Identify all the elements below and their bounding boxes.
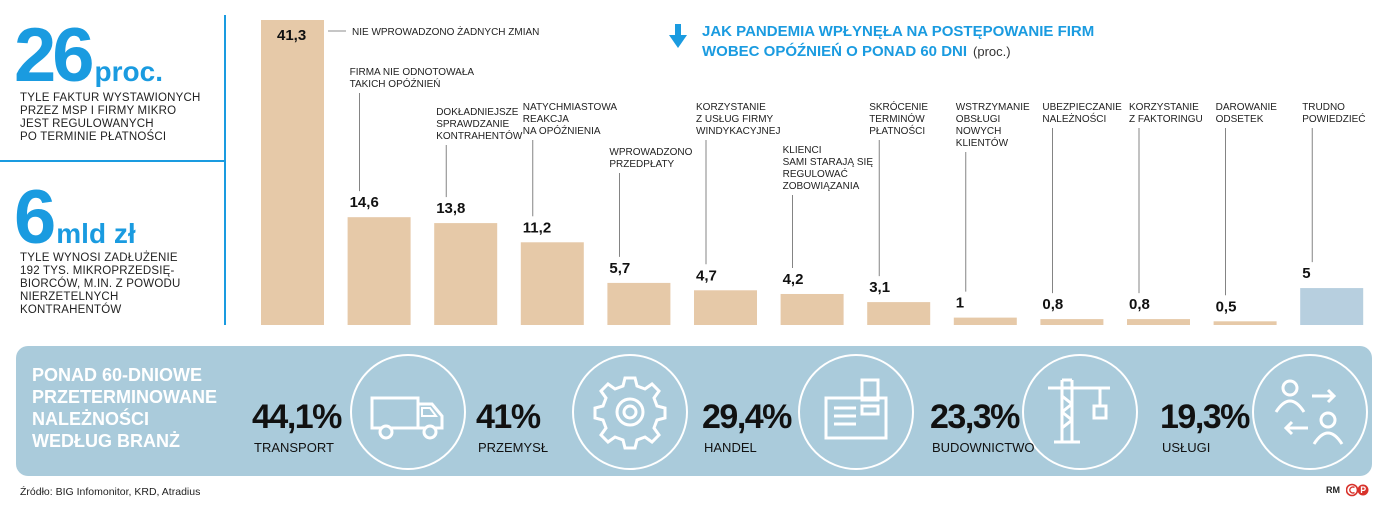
bar-category-label-0: NIE WPROWADZONO ŻADNYCH ZMIAN	[352, 25, 539, 38]
stat-invoices: 26 proc.	[14, 18, 163, 94]
chart-title-line: JAK PANDEMIA WPŁYNĘŁA NA POSTĘPOWANIE FI…	[702, 23, 1095, 40]
sector-percent: 44,1%	[252, 398, 342, 436]
bar-category-label-2: DOKŁADNIEJSZE SPRAWDZANIE KONTRAHENTÓW	[436, 107, 523, 142]
bar-12	[1300, 288, 1364, 325]
sector-circle	[1022, 354, 1138, 470]
sector-percent: 29,4%	[702, 398, 792, 436]
sector-construction: 23,3% BUDOWNICTWO	[930, 346, 1140, 476]
sector-circle	[1252, 354, 1368, 470]
stat-invoices-description: TYLE FAKTUR WYSTAWIONYCH PRZEZ MSP I FIR…	[20, 92, 201, 144]
sectors-panel: PONAD 60-DNIOWE PRZETERMINOWANE NALEŻNOŚ…	[16, 346, 1372, 476]
bar-value-label-6: 4,2	[783, 271, 804, 288]
sector-trade: 29,4% HANDEL	[702, 346, 914, 476]
bar-value-label-9: 0,8	[1042, 296, 1063, 313]
bar-value-label-5: 4,7	[696, 267, 717, 284]
bar-1	[347, 217, 411, 325]
bar-7	[867, 302, 931, 325]
sector-circle	[350, 354, 466, 470]
van-icon	[370, 396, 444, 440]
bar-category-label-4: WPROWADZONO PRZEDPŁATY	[609, 147, 692, 170]
desc-line: TYLE FAKTUR WYSTAWIONYCH	[20, 92, 201, 104]
bar-value-label-8: 1	[956, 295, 964, 312]
stat-debt-unit: mld zł	[56, 218, 136, 249]
bar-category-label-1: FIRMA NIE ODNOTOWAŁA TAKICH OPÓŹNIEŃ	[350, 67, 475, 90]
bar-3	[520, 242, 584, 325]
bar-value-label-0: 41,3	[277, 27, 306, 44]
sector-label: TRANSPORT	[254, 440, 334, 455]
bar-value-label-12: 5	[1302, 265, 1310, 282]
bar-5	[694, 290, 757, 325]
sector-transport: 44,1% TRANSPORT	[252, 346, 472, 476]
bar-6	[780, 293, 844, 325]
bar-category-label-5: KORZYSTANIE Z USŁUG FIRMY WINDYKACYJNEJ	[696, 102, 780, 137]
desc-line: NIERZETELNYCH	[20, 291, 119, 303]
sector-circle	[798, 354, 914, 470]
chart-unit: (proc.)	[973, 44, 1011, 59]
publisher-logo-icon	[1346, 483, 1369, 497]
bar-value-label-7: 3,1	[869, 279, 890, 296]
sector-circle	[572, 354, 688, 470]
desc-line: 192 TYS. MIKROPRZEDSIĘ-	[20, 265, 175, 277]
sector-services: 19,3% USŁUGI	[1160, 346, 1370, 476]
footer-credit: RM	[1326, 485, 1340, 495]
chart-title-line: WOBEC OPÓŹNIEŃ O PONAD 60 DNI	[702, 43, 968, 60]
bar-chart: 41,3 NIE WPROWADZONO ŻADNYCH ZMIAN 14,6 FIR…	[261, 20, 1366, 325]
bar-value-label-4: 5,7	[609, 260, 630, 277]
sector-percent: 41%	[476, 398, 541, 436]
left-stats-panel: 26 proc. TYLE FAKTUR WYSTAWIONYCH PRZEZ M…	[0, 0, 226, 330]
desc-line: JEST REGULOWANYCH	[20, 118, 154, 130]
bar-category-label-10: KORZYSTANIE Z FAKTORINGU	[1129, 102, 1203, 125]
panel-title-line: PRZETERMINOWANE	[32, 387, 218, 407]
sector-label: PRZEMYSŁ	[478, 440, 549, 455]
stat-invoices-unit: proc.	[94, 56, 164, 87]
bar-category-label-6: KLIENCI SAMI STARAJĄ SIĘ REGULOWAĆ ZOBOWIĄZ…	[783, 145, 874, 192]
stat-debt: 6 mld zł	[14, 180, 136, 256]
down-arrow-icon	[669, 24, 687, 48]
bar-4	[607, 282, 671, 325]
bar-9	[1040, 319, 1104, 325]
stat-debt-value: 6	[14, 175, 56, 260]
bar-11	[1213, 321, 1277, 325]
panel-title-line: WEDŁUG BRANŻ	[32, 431, 180, 451]
desc-line: KONTRAHENTÓW	[20, 304, 122, 316]
bar-value-label-11: 0,5	[1216, 298, 1237, 315]
desc-line: PRZEZ MSP I FIRMY MIKRO	[20, 105, 177, 117]
desc-line: BIORCÓW, M.IN. Z POWODU	[20, 278, 181, 290]
desc-line: TYLE WYNOSI ZADŁUŻENIE	[20, 252, 178, 264]
bar-category-label-9: UBEZPIECZANIE NALEŻNOŚCI	[1042, 102, 1122, 125]
stat-invoices-value: 26	[14, 13, 95, 98]
bar-category-label-7: SKRÓCENIE TERMINÓW PŁATNOŚCI	[869, 100, 928, 137]
sectors-panel-title: PONAD 60-DNIOWE PRZETERMINOWANE NALEŻNOŚ…	[32, 364, 262, 452]
sector-label: HANDEL	[704, 440, 757, 455]
stat-debt-description: TYLE WYNOSI ZADŁUŻENIE 192 TYS. MIKROPRZ…	[20, 252, 181, 317]
bar-value-label-2: 13,8	[436, 200, 465, 217]
sector-percent: 23,3%	[930, 398, 1020, 436]
bar-category-label-8: WSTRZYMANIE OBSŁUGI NOWYCH KLIENTÓW	[956, 102, 1030, 149]
divider	[0, 160, 226, 162]
sector-label: USŁUGI	[1162, 440, 1211, 455]
vertical-divider	[224, 15, 226, 325]
bar-8	[953, 317, 1017, 325]
bar-0	[261, 20, 324, 325]
crane-icon	[1048, 378, 1110, 444]
panel-title-line: PONAD 60-DNIOWE	[32, 365, 203, 385]
sector-label: BUDOWNICTWO	[932, 440, 1035, 455]
footer-source: Źródło: BIG Infomonitor, KRD, Atradius	[20, 486, 201, 498]
chart-title: JAK PANDEMIA WPŁYNĘŁA NA POSTĘPOWANIE FI…	[702, 22, 1162, 62]
gear-icon	[593, 376, 667, 450]
cash-register-icon	[824, 378, 888, 440]
bar-10	[1127, 319, 1190, 325]
bar-value-label-1: 14,6	[350, 194, 379, 211]
bar-category-label-11: DAROWANIE ODSETEK	[1216, 102, 1278, 125]
people-exchange-icon	[1274, 379, 1344, 445]
bar-value-label-3: 11,2	[523, 219, 551, 236]
bar-category-label-12: TRUDNO POWIEDZIEĆ	[1302, 102, 1365, 125]
bar-2	[434, 223, 498, 325]
panel-title-line: NALEŻNOŚCI	[32, 409, 149, 429]
bar-category-label-3: NATYCHMIASTOWA REAKCJA NA OPÓŹNIENIA	[523, 102, 618, 137]
bar-value-label-10: 0,8	[1129, 296, 1150, 313]
sector-industry: 41% PRZEMYSŁ	[476, 346, 688, 476]
sector-percent: 19,3%	[1160, 398, 1250, 436]
desc-line: PO TERMINIE PŁATNOŚCI	[20, 131, 167, 143]
